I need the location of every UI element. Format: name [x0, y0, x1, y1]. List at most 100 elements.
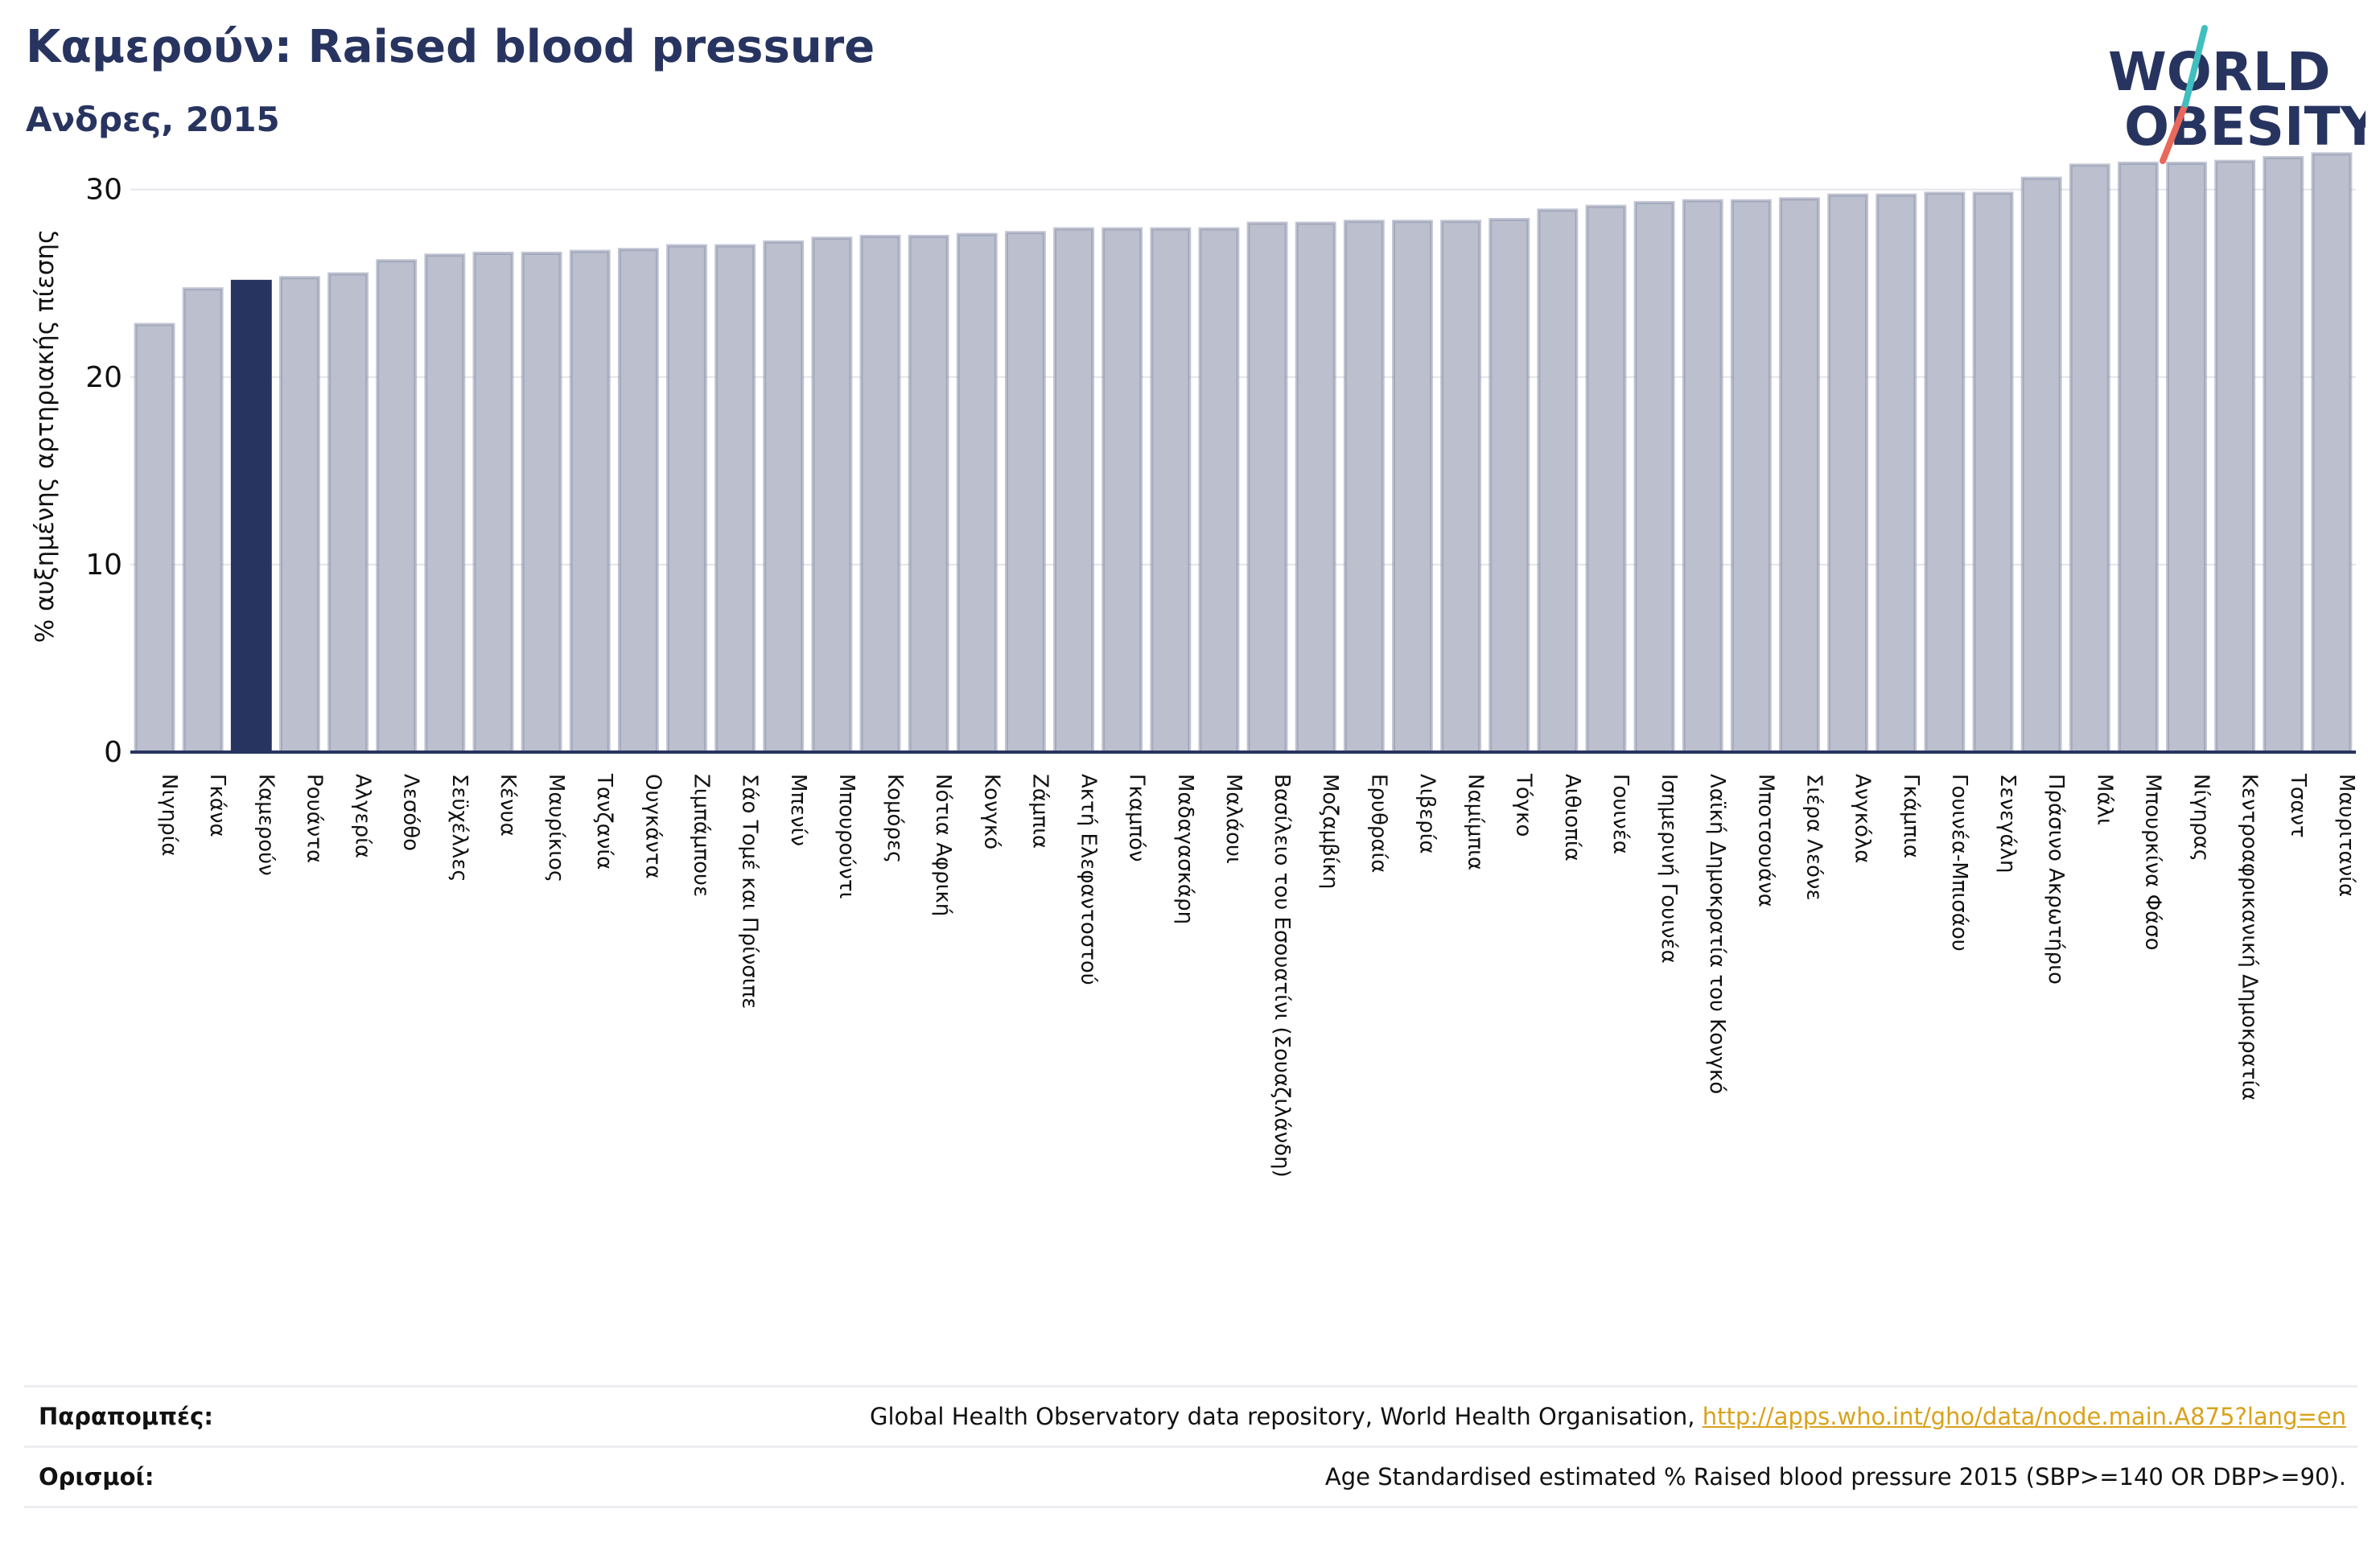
x-tick-label: Νότια Αφρική [931, 774, 955, 916]
x-tick-label: Μοζαμβίκη [1318, 774, 1342, 889]
bar [1392, 220, 1433, 755]
bar [859, 234, 901, 754]
bar [811, 236, 853, 754]
bar [1343, 220, 1385, 755]
x-tick-label: Γουινέα [1608, 774, 1633, 854]
x-tick-label: Μάλι [2092, 774, 2116, 825]
x-tick-label: Καμερούν [253, 774, 278, 876]
x-tick-label: Αλγερία [351, 774, 375, 858]
x-tick-label: Σεϋχέλλες [447, 774, 471, 882]
x-tick-label: Ανγκόλα [1851, 774, 1875, 863]
bar [908, 234, 949, 754]
x-tick-label: Μαδαγασκάρη [1173, 774, 1197, 924]
x-tick-label: Σιέρα Λεόνε [1802, 774, 1826, 901]
bar [2069, 163, 2110, 755]
page-subtitle: Ανδρες, 2015 [26, 100, 280, 139]
x-tick-label: Νιγηρία [157, 774, 181, 857]
footer: Παραπομπές: Global Health Observatory da… [24, 1385, 2357, 1508]
x-axis-ticks: Νιγηρία Γκάνα Καμερούν Ρουάντα Αλγερία Λεσόθο… [157, 773, 2358, 1178]
x-tick-label: Γκάνα [205, 774, 229, 837]
references-row: Παραπομπές: Global Health Observatory da… [24, 1385, 2357, 1445]
x-tick-label: Ισημερινή Γουινέα [1657, 774, 1681, 964]
bar [327, 272, 369, 754]
bar [1972, 191, 2014, 755]
definitions-text: Age Standardised estimated % Raised bloo… [1324, 1463, 2346, 1491]
bar [2311, 152, 2353, 755]
x-tick-label: Λαϊκή Δημοκρατία του Κονγκό [1705, 774, 1729, 1094]
bar [2117, 161, 2159, 755]
x-tick-label: Σενεγάλη [1995, 774, 2020, 873]
bar [1633, 200, 1675, 755]
bar [1053, 227, 1094, 754]
bar [1682, 199, 1723, 755]
y-tick-label: 30 [85, 174, 122, 207]
x-tick-label: Μαυρίκιος [544, 774, 568, 882]
bar [1730, 199, 1772, 755]
x-tick-label: Τανζανία [592, 773, 616, 870]
bar-highlighted [230, 279, 272, 754]
bar [1150, 227, 1192, 754]
bar [1246, 221, 1288, 754]
bar-series [130, 152, 2356, 755]
y-axis-ticks: 0 10 20 30 [85, 174, 122, 769]
bar [1779, 197, 1820, 754]
x-tick-label: Ρουάντα [302, 774, 326, 863]
x-tick-label: Βασίλειο του Εσουατίνι (Σουαζιλάνδη) [1270, 774, 1294, 1178]
bar [1489, 217, 1530, 754]
x-tick-label: Μπενίν [786, 774, 810, 846]
bar [1198, 227, 1240, 754]
bar [1101, 227, 1143, 754]
x-tick-label: Λιβερία [1414, 774, 1439, 854]
bar [279, 276, 320, 755]
x-tick-label: Κονγκό [979, 774, 1003, 849]
bar [956, 232, 998, 754]
x-tick-label: Κένυα [496, 774, 520, 837]
bar [617, 248, 659, 755]
bar [2263, 155, 2304, 754]
x-tick-label: Ναμίμπια [1464, 774, 1488, 870]
bar [521, 251, 562, 754]
y-tick-label: 10 [85, 549, 122, 582]
logo-line2: OBESITY [2124, 96, 2366, 158]
x-tick-label: Γουινέα-Μπισάου [1947, 774, 1971, 952]
x-tick-label: Πράσινο Ακρωτήριο [2044, 774, 2068, 985]
x-tick-label: Μπουρούντι [834, 774, 859, 898]
bar [714, 244, 756, 754]
bar [2020, 176, 2062, 754]
bar [1440, 220, 1482, 755]
bar [1004, 231, 1046, 754]
bar [1537, 208, 1579, 754]
bar [1295, 221, 1336, 754]
x-tick-label: Μαλάουι [1221, 774, 1246, 864]
x-tick-label: Γκάμπια [1899, 774, 1923, 858]
x-tick-label: Γκαμπόν [1125, 774, 1149, 862]
bar [182, 287, 224, 754]
x-tick-label: Σάο Τομέ και Πρίνσιπε [738, 774, 762, 1009]
page-title: Καμερούν: Raised blood pressure [26, 21, 875, 73]
bar [2166, 161, 2207, 755]
bar [1924, 191, 1966, 755]
y-tick-label: 0 [104, 736, 122, 769]
y-tick-label: 20 [85, 361, 122, 394]
x-tick-label: Λεσόθο [399, 774, 423, 851]
bar [666, 244, 707, 754]
references-link[interactable]: http://apps.who.int/gho/data/node.main.A… [1702, 1403, 2346, 1430]
x-tick-label: Κεντροαφρικανική Δημοκρατία [2238, 774, 2262, 1100]
bar [376, 259, 418, 754]
x-tick-label: Νίγηρας [2189, 774, 2213, 861]
x-tick-label: Κομόρες [883, 774, 907, 863]
x-tick-label: Ουγκάντα [640, 774, 665, 879]
x-tick-label: Τόγκο [1512, 773, 1536, 837]
definitions-label: Ορισμοί: [39, 1463, 154, 1491]
bar [1585, 204, 1627, 754]
x-tick-label: Ερυθραία [1366, 774, 1390, 873]
world-obesity-logo: WORLD OBESITY [2108, 25, 2366, 164]
x-tick-label: Τσαντ [2286, 773, 2310, 838]
bar [134, 323, 175, 755]
bar-chart: 0 10 20 30 Νιγηρία Γκάνα Καμερούν Ρουάντα Αλγερ… [31, 152, 2358, 1178]
x-tick-label: Ζιμπάμπουε [690, 774, 714, 897]
logo-slash-teal [2182, 25, 2208, 108]
x-tick-label: Ζάμπια [1027, 774, 1052, 849]
bar [763, 240, 805, 754]
bar [472, 251, 514, 754]
